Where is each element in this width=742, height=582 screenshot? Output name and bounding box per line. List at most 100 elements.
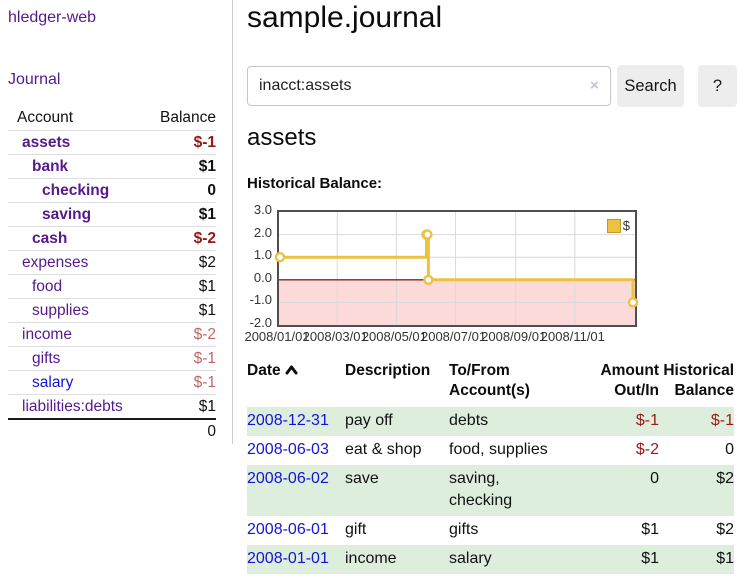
account-row-cash: cash $-2 [8,226,216,250]
transaction-date-link[interactable]: 2008-06-03 [247,441,329,458]
historical-balance-chart[interactable]: $ [274,210,639,327]
help-button[interactable]: ? [698,65,737,107]
chart-heading: Historical Balance: [247,175,383,192]
search-button[interactable]: Search [617,65,684,107]
account-balance: $2 [198,253,216,271]
transaction-accounts: salary [449,545,582,574]
account-balance: $-1 [193,373,216,391]
page-title: sample.journal [247,1,443,34]
register-col-header-historical-balance[interactable]: Historical Balance [663,362,734,399]
account-link[interactable]: assets [22,133,71,151]
accounts-text: debts [449,412,489,429]
y-axis-tick-label: 0.0 [253,269,272,285]
chart-legend: $ [606,218,630,233]
transaction-date-link[interactable]: 2008-12-31 [247,412,329,429]
data-point-marker [422,229,433,240]
transaction-amount: $1 [641,550,659,567]
transaction-row: 2008-06-02 save saving, checking 0 $2 [247,465,734,516]
account-row-saving: saving $1 [8,202,216,226]
x-axis-tick-label: 2008/07/01 [420,329,487,344]
accounts-text: food, supplies [449,441,548,458]
transaction-accounts: debts [449,407,582,436]
account-link[interactable]: food [32,277,63,295]
transaction-date-link[interactable]: 2008-06-01 [247,521,329,538]
account-balance: $1 [198,157,216,175]
account-row-assets: assets $-1 [8,130,216,154]
y-axis-tick-label: 1.0 [253,247,272,263]
transaction-description: eat & shop [345,441,422,458]
account-link[interactable]: gifts [32,349,61,367]
accounts-header-balance: Balance [159,109,216,126]
app-title[interactable]: hledger-web [8,9,97,26]
sort-ascending-icon [285,365,298,375]
account-link[interactable]: expenses [22,253,89,271]
account-link[interactable]: income [22,325,72,343]
transaction-amount: $-2 [635,441,659,458]
search-input[interactable] [247,66,611,106]
accounts-table-header: Account Balance [8,106,216,130]
legend-label: $ [622,218,630,233]
x-axis-tick-label: 2008/09/01 [481,329,547,344]
account-row-salary: salary $-1 [8,370,216,394]
data-point-marker [274,252,286,263]
transaction-accounts: saving, checking [449,465,582,516]
account-balance: $-1 [193,133,216,151]
transaction-balance: $2 [716,470,734,487]
transaction-date-link[interactable]: 2008-01-01 [247,550,329,567]
account-balance: $1 [198,397,216,415]
register-col-header-amount-out-in[interactable]: Amount Out/In [600,362,659,399]
register-col-header-to-from-account-s-[interactable]: To/From Account(s) [449,362,530,399]
account-row-supplies: supplies $1 [8,298,216,322]
sidebar: hledger-web Journal Account Balance asse… [0,0,233,444]
register-col-header-date[interactable]: Date [247,361,345,407]
transaction-row: 2008-01-01 income salary $1 $1 [247,545,734,574]
y-axis-tick-label: -1.0 [249,292,272,308]
account-link[interactable]: supplies [32,301,89,319]
x-axis-tick-label: 2008/05/01 [361,329,427,344]
transaction-date-link[interactable]: 2008-06-02 [247,470,329,487]
account-balance: $1 [198,277,216,295]
transaction-balance: $2 [716,521,734,538]
account-link[interactable]: cash [32,229,68,247]
account-row-expenses: expenses $2 [8,250,216,274]
data-point-marker [423,274,434,286]
register-table: Date Description To/From Account(s) Amount Ou… [247,361,734,574]
account-row-income: income $-2 [8,322,216,346]
account-balance: 0 [207,181,216,199]
transaction-amount: $-1 [635,412,659,429]
account-balance: $1 [198,301,216,319]
accounts-header-account: Account [17,109,74,126]
y-axis-tick-label: 2.0 [253,224,272,240]
y-axis-tick-label: 3.0 [253,202,272,217]
account-row-liabilities-debts: liabilities:debts $1 [8,394,216,418]
account-row-food: food $1 [8,274,216,298]
account-link[interactable]: liabilities:debts [22,397,123,415]
account-row-checking: checking 0 [8,178,216,202]
accounts-text: gifts [449,521,479,538]
accounts-table: Account Balance assets $-1 bank $1 checking 0… [8,106,216,443]
account-link[interactable]: salary [32,373,74,391]
account-balance: $-2 [193,229,216,247]
account-balance: $-1 [193,349,216,367]
account-link[interactable]: saving [42,205,92,223]
account-balance: $1 [198,205,216,223]
clear-search-icon[interactable]: × [590,77,599,94]
transaction-row: 2008-06-01 gift gifts $1 $2 [247,516,734,545]
accounts-total-value: 0 [207,422,216,440]
transaction-balance: 0 [725,441,734,458]
account-balance: $-2 [193,325,216,343]
transaction-description: income [345,550,397,567]
accounts-total-row: 0 [8,418,216,443]
register-col-header-description[interactable]: Description [345,362,431,379]
transaction-row: 2008-12-31 pay off debts $-1 $-1 [247,407,734,436]
transaction-accounts: gifts [449,516,582,545]
account-link[interactable]: bank [32,157,69,175]
account-link[interactable]: checking [42,181,110,199]
accounts-text: salary [449,550,492,567]
transaction-row: 2008-06-03 eat & shop food, supplies $-2 0 [247,436,734,465]
legend-swatch [606,218,621,233]
chart-canvas [274,212,639,325]
account-heading: assets [247,124,317,151]
nav-journal-link[interactable]: Journal [8,71,61,88]
transaction-balance: $-1 [710,412,734,429]
